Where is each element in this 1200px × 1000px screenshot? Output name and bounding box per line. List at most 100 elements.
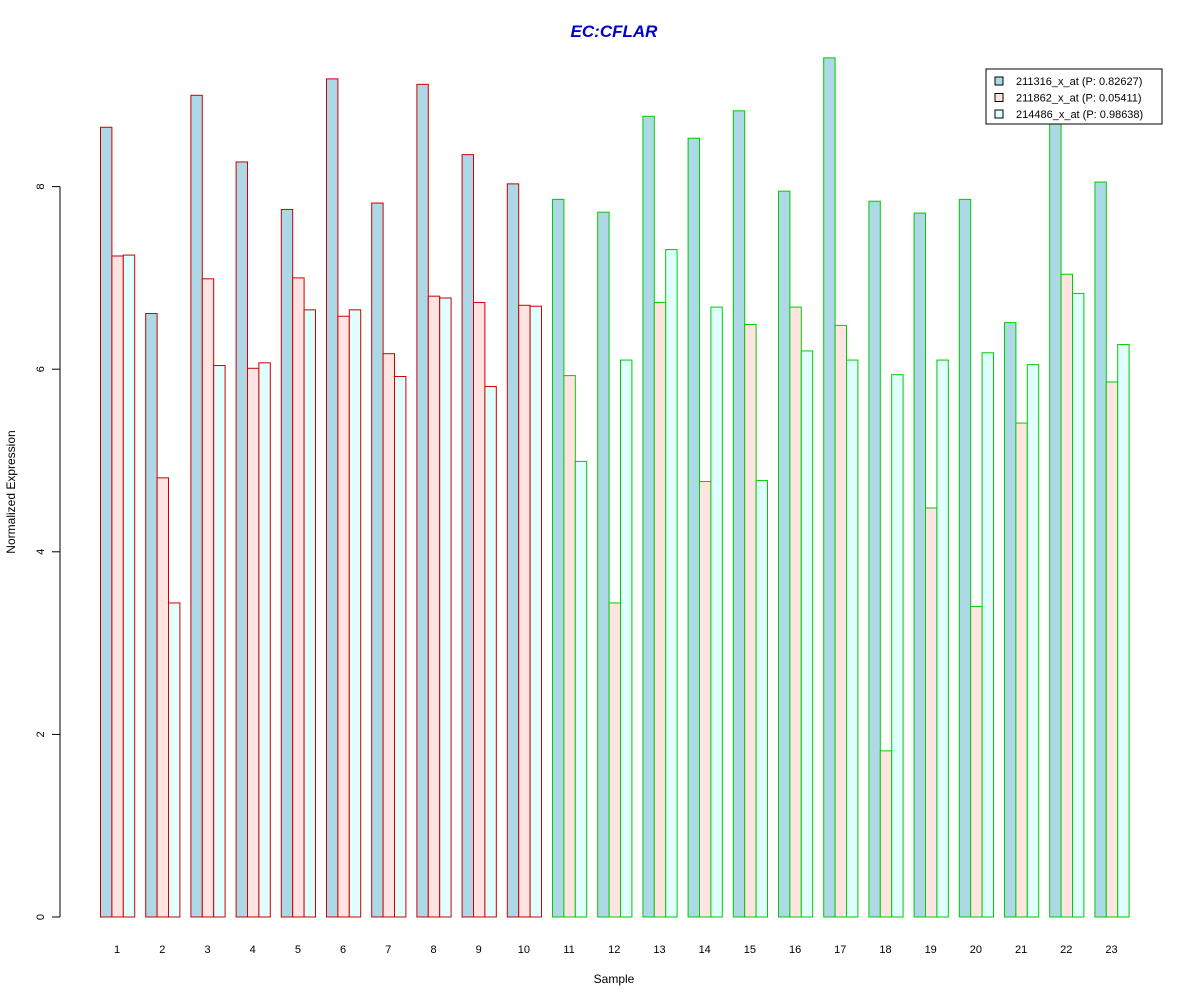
bar-sample-10-series-1 — [506, 183, 520, 918]
x-axis-label: Sample — [594, 972, 635, 986]
x-tick-label: 18 — [879, 944, 891, 956]
bar-sample-3-series-3 — [213, 365, 226, 918]
bar-sample-23-series-3 — [1117, 344, 1130, 918]
bar-sample-7-series-2 — [382, 353, 396, 918]
y-axis: 0 2 4 6 8 — [35, 184, 61, 920]
bar-sample-16-series-2 — [789, 306, 802, 918]
legend-swatch — [994, 76, 1004, 86]
bar-sample-19-series-1 — [913, 212, 926, 918]
bar-sample-6-series-1 — [326, 78, 339, 918]
bar-sample-21-series-1 — [1004, 322, 1017, 918]
bar-sample-15-series-2 — [744, 323, 757, 918]
bar-sample-12-series-2 — [608, 602, 621, 918]
bar-sample-22-series-2 — [1060, 273, 1073, 918]
bar-sample-15-series-1 — [732, 110, 746, 918]
bar-sample-6-series-2 — [337, 315, 350, 918]
bar-sample-20-series-3 — [981, 352, 994, 918]
legend-label: 211862_x_at (P: 0.05411) — [1016, 93, 1142, 105]
bar-sample-17-series-1 — [823, 57, 836, 918]
bar-sample-12-series-1 — [597, 211, 610, 918]
bar-sample-3-series-1 — [190, 94, 203, 918]
bar-sample-20-series-2 — [970, 606, 983, 918]
bar-sample-1-series-1 — [100, 126, 113, 918]
legend-swatch — [994, 93, 1004, 102]
bar-sample-13-series-3 — [665, 249, 678, 918]
bar-sample-19-series-2 — [925, 507, 938, 918]
bar-sample-18-series-2 — [879, 750, 893, 918]
y-tick-label: 4 — [35, 549, 47, 555]
legend-box — [985, 68, 1163, 125]
legend-label: 211316_x_at (P: 0.82627) — [1016, 76, 1142, 88]
bar-sample-3-series-2 — [201, 278, 215, 918]
bar-sample-22-series-3 — [1072, 292, 1085, 918]
x-tick-label: 20 — [970, 944, 982, 956]
y-tick-label: 2 — [35, 731, 47, 737]
x-tick-label: 8 — [430, 944, 436, 956]
bar-sample-1-series-3 — [122, 254, 136, 918]
x-tick-label: 16 — [789, 944, 801, 956]
bar-sample-4-series-1 — [235, 161, 249, 918]
x-tick-label: 5 — [295, 944, 301, 956]
y-tick-label: 8 — [35, 184, 47, 190]
legend: 211316_x_at (P: 0.82627) 211862_x_at (P: … — [985, 68, 1163, 125]
bar-sample-11-series-3 — [574, 460, 588, 918]
bar-sample-2-series-3 — [168, 602, 181, 918]
bar-sample-22-series-1 — [1049, 108, 1062, 918]
x-tick-label: 17 — [834, 944, 846, 956]
y-axis-label: Normalized Expression — [4, 430, 18, 553]
bar-sample-8-series-1 — [416, 83, 429, 918]
bar-sample-7-series-3 — [394, 376, 407, 918]
x-tick-label: 9 — [476, 944, 482, 956]
x-tick-label: 19 — [925, 944, 937, 956]
bar-sample-18-series-1 — [868, 200, 881, 918]
x-tick-label: 6 — [340, 944, 346, 956]
bar-sample-15-series-3 — [755, 480, 768, 918]
x-tick-label: 12 — [608, 944, 620, 956]
x-tick-label: 1 — [114, 944, 120, 956]
bar-sample-7-series-1 — [371, 202, 384, 918]
bar-sample-5-series-3 — [303, 309, 317, 918]
bar-sample-16-series-1 — [778, 190, 791, 918]
bar-sample-4-series-2 — [247, 367, 260, 918]
bar-sample-21-series-3 — [1026, 364, 1040, 918]
bar-sample-13-series-1 — [642, 115, 655, 918]
x-tick-label: 7 — [385, 944, 391, 956]
legend-swatch — [994, 109, 1004, 119]
legend-label: 214486_x_at (P: 0.98638) — [1016, 109, 1143, 121]
bar-sample-10-series-3 — [529, 305, 542, 918]
bar-sample-6-series-3 — [348, 309, 362, 918]
bar-sample-11-series-1 — [552, 198, 565, 918]
bar-sample-19-series-3 — [936, 359, 949, 918]
bar-sample-8-series-2 — [427, 295, 441, 918]
x-tick-label: 10 — [518, 944, 530, 956]
bar-sample-13-series-2 — [653, 302, 667, 918]
bar-sample-9-series-3 — [484, 386, 497, 918]
bar-sample-17-series-2 — [834, 324, 847, 918]
x-tick-label: 13 — [653, 944, 665, 956]
y-tick-label: 0 — [35, 914, 47, 920]
y-tick-label: 6 — [35, 366, 47, 372]
bar-sample-5-series-2 — [292, 277, 305, 918]
bar-sample-21-series-2 — [1015, 422, 1028, 918]
x-tick-label: 4 — [250, 944, 256, 956]
bar-sample-5-series-1 — [280, 208, 294, 918]
bar-sample-12-series-3 — [620, 359, 633, 918]
x-tick-label: 14 — [699, 944, 711, 956]
bar-sample-23-series-1 — [1094, 181, 1107, 918]
chart-title: EC:CFLAR — [571, 22, 659, 41]
bar-sample-11-series-2 — [563, 375, 576, 918]
bar-sample-10-series-2 — [518, 304, 531, 918]
x-tick-label: 22 — [1060, 944, 1072, 956]
x-tick-label: 15 — [744, 944, 756, 956]
bar-sample-8-series-3 — [439, 297, 452, 918]
bar-sample-17-series-3 — [846, 359, 859, 918]
bar-sample-14-series-2 — [699, 480, 712, 918]
bar-sample-2-series-2 — [156, 477, 170, 918]
x-tick-label: 23 — [1105, 944, 1117, 956]
bars — [100, 57, 1130, 918]
bar-sample-18-series-3 — [891, 374, 904, 918]
bar-sample-14-series-3 — [710, 306, 723, 918]
bar-sample-4-series-3 — [258, 362, 271, 918]
x-tick-label: 21 — [1015, 944, 1027, 956]
